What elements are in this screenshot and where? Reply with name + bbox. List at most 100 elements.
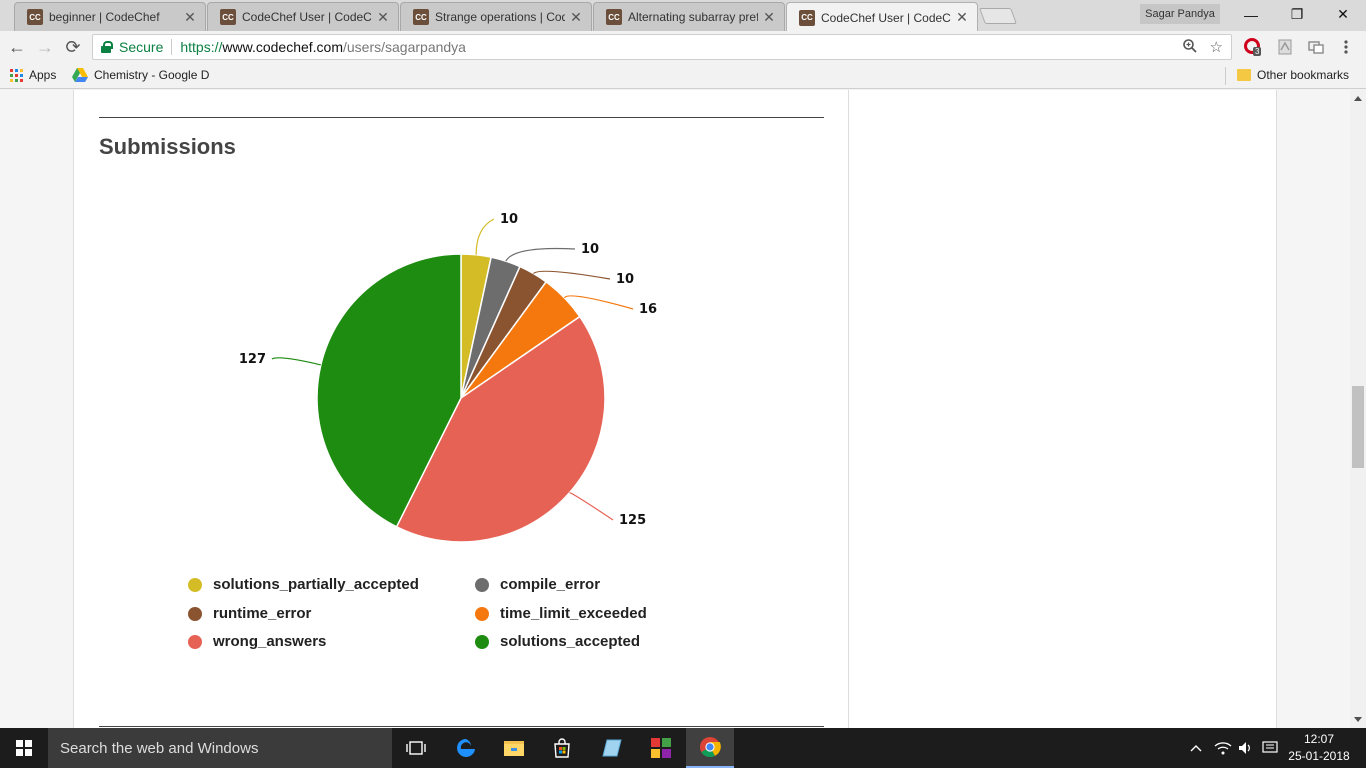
minimize-icon[interactable]: — (1244, 6, 1258, 23)
legend-item[interactable]: solutions_accepted (475, 633, 640, 650)
bookmark-apps-label: Apps (29, 68, 57, 82)
windows-taskbar: Search the web and Windows 12:07 25 (0, 728, 1366, 768)
snipping-tool-icon[interactable] (588, 728, 636, 768)
bookmark-chemistry[interactable]: Chemistry - Google D (72, 68, 209, 82)
pie-value-label: 125 (619, 513, 646, 528)
taskbar-search[interactable]: Search the web and Windows (48, 728, 392, 768)
legend-swatch (188, 577, 202, 592)
pie-slice-solutions-accepted[interactable] (316, 253, 462, 528)
edge-icon[interactable] (442, 728, 490, 768)
profile-button[interactable]: Sagar Pandya (1140, 4, 1220, 24)
pie-leader-line (475, 218, 495, 255)
system-clock[interactable]: 12:07 25-01-2018 (1288, 731, 1350, 765)
bookmark-other[interactable]: Other bookmarks (1237, 68, 1349, 82)
legend-item[interactable]: wrong_answers (188, 633, 326, 650)
forward-icon[interactable]: → (36, 36, 54, 57)
codechef-favicon-icon: CC (413, 9, 429, 25)
browser-tab[interactable]: CC beginner | CodeChef ✕ (14, 2, 206, 31)
clock-time: 12:07 (1303, 732, 1335, 746)
windows-logo-icon (16, 740, 32, 756)
pie-leader-line (271, 357, 321, 366)
legend-label: time_limit_exceeded (500, 605, 647, 622)
volume-icon[interactable] (1238, 728, 1254, 768)
pie-leader-line (563, 295, 634, 310)
back-icon[interactable]: ← (8, 36, 26, 57)
close-window-icon[interactable]: ✕ (1337, 6, 1349, 22)
apps-grid-icon (10, 68, 23, 82)
extension-pdf-icon[interactable] (1275, 37, 1295, 57)
legend-item[interactable]: runtime_error (188, 605, 311, 622)
scroll-up-icon[interactable] (1354, 96, 1362, 101)
tab-title: CodeChef User | CodeChef (242, 10, 372, 24)
scroll-thumb[interactable] (1352, 386, 1364, 468)
section-divider (99, 117, 824, 118)
new-tab-button[interactable] (979, 8, 1017, 24)
tab-strip: CC beginner | CodeChef ✕ CC CodeChef Use… (0, 0, 1366, 32)
pie-value-label: 16 (639, 302, 657, 317)
browser-toolbar: ← → ⟳ Secure https:// www.codechef.com /… (0, 31, 1366, 63)
tab-title: Alternating subarray prefix (628, 10, 758, 24)
extension-badge: 3 (1253, 47, 1262, 56)
browser-tab[interactable]: CC Strange operations | CodeChef ✕ (400, 2, 592, 31)
pie-value-label: 10 (500, 212, 518, 227)
tab-title: beginner | CodeChef (49, 10, 160, 24)
legend-item[interactable]: time_limit_exceeded (475, 605, 647, 622)
restore-icon[interactable]: ❐ (1290, 6, 1304, 22)
tab-close-icon[interactable]: ✕ (956, 9, 968, 25)
legend-label: solutions_partially_accepted (213, 576, 419, 593)
browser-tab[interactable]: CC Alternating subarray prefix ✕ (593, 2, 785, 31)
security-label[interactable]: Secure (119, 39, 164, 55)
url-path: /users/sagarpandya (343, 39, 466, 55)
tab-title: Strange operations | CodeChef (435, 10, 565, 24)
file-explorer-icon[interactable] (490, 728, 538, 768)
codechef-favicon-icon: CC (606, 9, 622, 25)
tab-close-icon[interactable]: ✕ (184, 8, 196, 25)
pie-value-label: 127 (239, 352, 266, 367)
pie-slice-wrong-answers[interactable] (395, 315, 606, 543)
tab-close-icon[interactable]: ✕ (763, 8, 775, 25)
legend-label: compile_error (500, 576, 601, 593)
show-hidden-icons[interactable] (1190, 728, 1202, 768)
codechef-favicon-icon: CC (27, 9, 43, 25)
tab-close-icon[interactable]: ✕ (377, 8, 389, 25)
action-center-icon[interactable] (1262, 728, 1278, 768)
google-drive-icon (72, 68, 88, 82)
bookmarks-bar: Apps Chemistry - Google D Other bookmark… (0, 63, 1366, 89)
extension-opera-icon[interactable]: 3 (1243, 37, 1263, 57)
legend-item[interactable]: solutions_partially_accepted (188, 576, 419, 593)
menu-kebab-icon[interactable] (1336, 37, 1356, 57)
legend-swatch (188, 634, 202, 649)
reload-icon[interactable]: ⟳ (65, 36, 81, 57)
browser-tab-active[interactable]: CC CodeChef User | CodeChef ✕ (786, 2, 978, 32)
pie-value-label: 10 (616, 272, 634, 287)
zoom-icon[interactable] (1182, 38, 1198, 54)
address-bar[interactable]: Secure https:// www.codechef.com /users/… (92, 34, 1232, 60)
scroll-down-icon[interactable] (1354, 717, 1362, 722)
codechef-favicon-icon: CC (799, 9, 815, 26)
url-host: www.codechef.com (222, 39, 343, 55)
url-scheme: https:// (180, 39, 223, 55)
tab-close-icon[interactable]: ✕ (570, 8, 582, 25)
wifi-icon[interactable] (1214, 728, 1232, 768)
omnibox-divider (171, 39, 173, 55)
bookmark-apps[interactable]: Apps (10, 68, 56, 82)
legend-label: runtime_error (213, 605, 312, 622)
page-scrollbar[interactable] (1350, 90, 1366, 728)
task-view-icon[interactable] (392, 728, 440, 768)
tab-title: CodeChef User | CodeChef (821, 10, 951, 25)
bookmark-star-icon[interactable]: ☆ (1209, 39, 1223, 56)
extension-cast-icon[interactable] (1306, 37, 1326, 57)
chrome-icon[interactable] (686, 728, 734, 768)
codechef-favicon-icon: CC (220, 9, 236, 25)
legend-item[interactable]: compile_error (475, 576, 600, 593)
submissions-card: Submissions 10 10 10 16 125 127 solutions_par… (73, 90, 849, 728)
bookmark-label: Chemistry - Google D (94, 68, 210, 82)
store-icon[interactable] (538, 728, 586, 768)
lock-icon (101, 41, 113, 53)
bookmark-other-label: Other bookmarks (1257, 68, 1350, 82)
legend-swatch (475, 577, 489, 592)
app-tiles-icon[interactable] (637, 728, 685, 768)
browser-tab[interactable]: CC CodeChef User | CodeChef ✕ (207, 2, 399, 31)
legend-swatch (475, 634, 489, 649)
start-button[interactable] (0, 728, 48, 768)
